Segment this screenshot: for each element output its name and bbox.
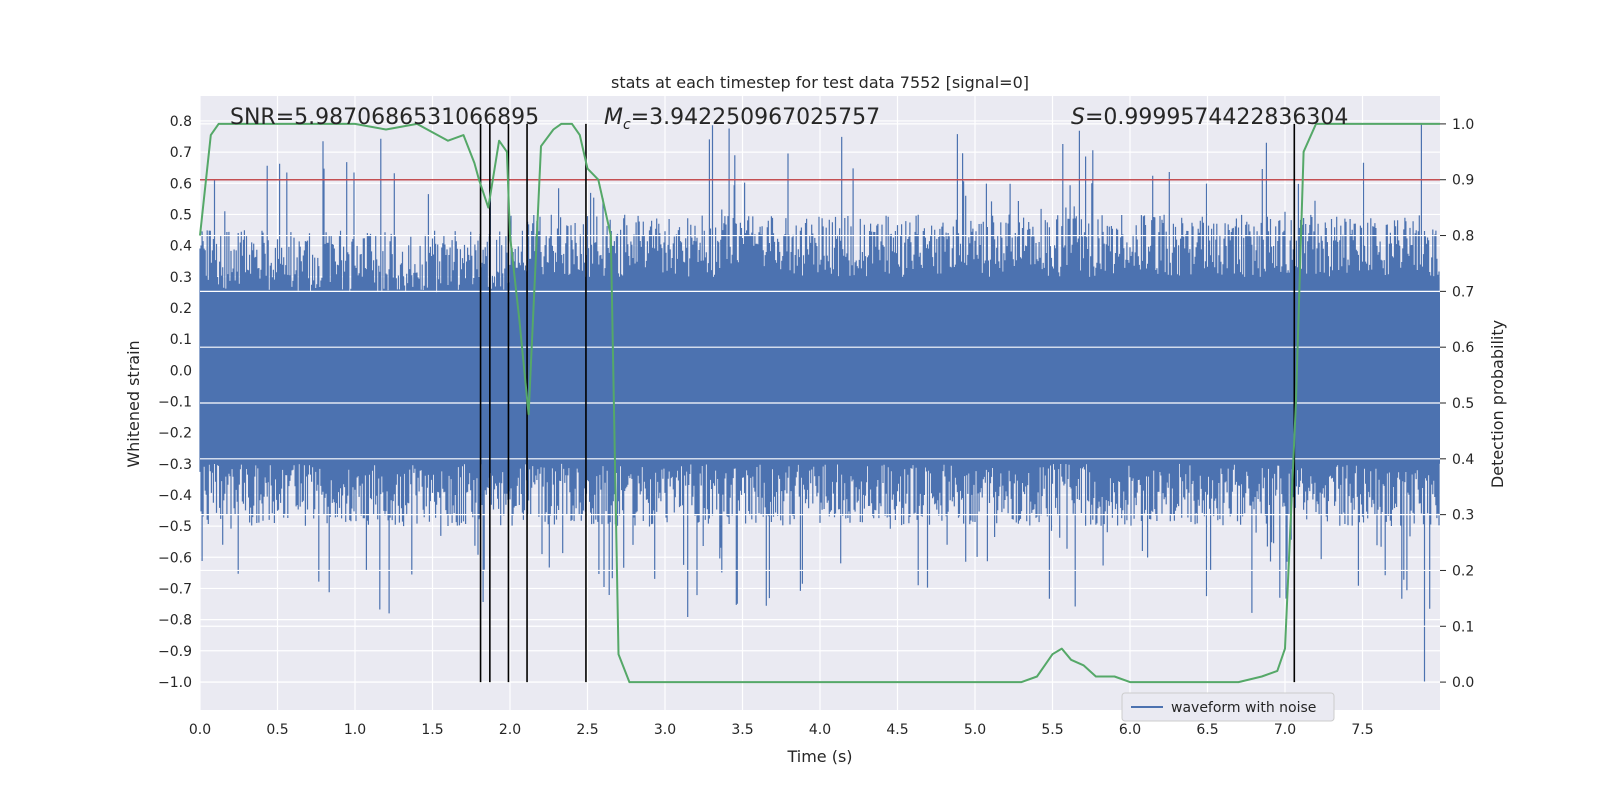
y-tick-label: −0.7 (158, 581, 192, 597)
y-right-tick-label: 0.9 (1452, 173, 1474, 189)
y-tick-label: 0.3 (170, 270, 192, 286)
y-tick-label: 0.7 (170, 145, 192, 161)
y-tick-label: 0.2 (170, 301, 192, 317)
x-tick-label: 0.0 (189, 722, 211, 738)
y-axis-label: Whitened strain (124, 340, 143, 467)
chart-title: stats at each timestep for test data 755… (611, 73, 1029, 92)
mc-value: =3.942250967025757 (631, 105, 880, 130)
y-right-tick-label: 0.6 (1452, 340, 1474, 356)
x-tick-label: 5.0 (964, 722, 986, 738)
x-tick-label: 2.0 (499, 722, 521, 738)
x-tick-label: 3.0 (654, 722, 676, 738)
waveform-series (199, 124, 1440, 682)
y-right-tick-label: 0.0 (1452, 675, 1474, 691)
y-right-tick-label: 0.1 (1452, 619, 1474, 635)
score-annotation: S=0.9999574422836304 (1071, 105, 1348, 130)
x-tick-label: 1.0 (344, 722, 366, 738)
snr-annotation: SNR=5.9870686531066895 (230, 105, 539, 130)
x-tick-label: 7.0 (1274, 722, 1296, 738)
x-tick-label: 5.5 (1041, 722, 1063, 738)
x-tick-label: 0.5 (266, 722, 288, 738)
y-tick-label: −0.5 (158, 519, 192, 535)
y-right-tick-label: 0.2 (1452, 563, 1474, 579)
x-axis-ticks: 0.0 0.5 1.0 1.5 2.0 2.5 3.0 3.5 4.0 4.5 5.0 5.5 6.0 6… (189, 722, 1374, 738)
mc-subscript: c (623, 117, 631, 133)
x-tick-label: 4.0 (809, 722, 831, 738)
y-right-tick-label: 0.8 (1452, 229, 1474, 245)
y-tick-label: −0.9 (158, 644, 192, 660)
waveform-core (200, 292, 1440, 464)
y-tick-label: −0.6 (158, 550, 192, 566)
y-right-tick-label: 0.7 (1452, 284, 1474, 300)
s-value: =0.9999574422836304 (1085, 105, 1348, 130)
y-tick-label: −0.2 (158, 426, 192, 442)
y-tick-label: −1.0 (158, 675, 192, 691)
legend: waveform with noise (1121, 692, 1335, 722)
x-axis-label: Time (s) (786, 747, 852, 766)
legend-label: waveform with noise (1171, 700, 1316, 716)
x-tick-label: 2.5 (576, 722, 598, 738)
chirp-mass-annotation: Mc=3.942250967025757 (604, 105, 880, 133)
y-tick-label: −0.3 (158, 457, 192, 473)
y-tick-label: 0.5 (170, 207, 192, 223)
y-axis-ticks: 0.8 0.7 0.6 0.5 0.4 0.3 0.2 0.1 0.0 −0.1 −0.2 −0.3 −… (158, 114, 192, 691)
y-tick-label: 0.6 (170, 176, 192, 192)
x-tick-label: 6.0 (1119, 722, 1141, 738)
y-right-tick-label: 1.0 (1452, 117, 1474, 133)
y-right-tick-label: 0.4 (1452, 452, 1474, 468)
y-tick-label: 0.0 (170, 363, 192, 379)
probability-overlay (199, 122, 1440, 684)
y-tick-label: −0.4 (158, 488, 192, 504)
mc-symbol: M (604, 105, 623, 130)
y-tick-label: −0.1 (158, 394, 192, 410)
y-right-axis-label: Detection probability (1488, 320, 1507, 488)
x-tick-label: 7.5 (1351, 722, 1373, 738)
y-tick-label: 0.4 (170, 239, 192, 255)
y-right-tick-label: 0.5 (1452, 396, 1474, 412)
y-tick-label: −0.8 (158, 613, 192, 629)
y-right-axis-ticks: 1.0 0.9 0.8 0.7 0.6 0.5 0.4 0.3 0.2 0.1 0.0 (1440, 117, 1474, 691)
x-tick-label: 4.5 (886, 722, 908, 738)
s-symbol: S (1071, 105, 1085, 130)
x-tick-label: 1.5 (421, 722, 443, 738)
y-tick-label: 0.1 (170, 332, 192, 348)
y-tick-label: 0.8 (170, 114, 192, 130)
x-tick-label: 6.5 (1196, 722, 1218, 738)
x-tick-label: 3.5 (731, 722, 753, 738)
y-right-tick-label: 0.3 (1452, 508, 1474, 524)
legend-box (1121, 692, 1335, 722)
probability-curve (199, 122, 1440, 684)
